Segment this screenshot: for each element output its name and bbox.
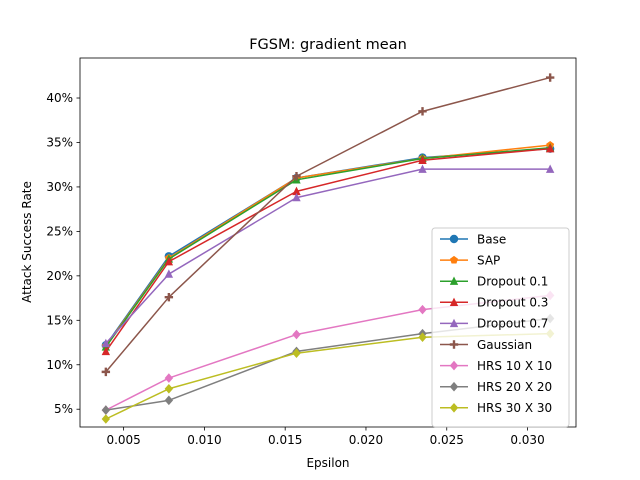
x-axis-title: Epsilon <box>306 456 349 470</box>
legend-label: HRS 30 X 30 <box>477 401 552 415</box>
y-axis-title: Attack Success Rate <box>20 181 34 303</box>
legend-entry: HRS 20 X 20 <box>440 380 552 394</box>
legend-swatch-marker <box>449 318 459 328</box>
legend-label: Base <box>477 232 506 246</box>
data-point <box>292 192 301 202</box>
axes-layer: 0.005 0.010 0.015 0.020 0.025 0.030 5% 10% 15% 20… <box>46 57 577 447</box>
data-point <box>545 164 555 173</box>
x-tick-label: 0.005 <box>106 433 140 447</box>
legend-swatch-marker <box>450 255 458 264</box>
data-point <box>164 256 174 266</box>
legend-label: HRS 20 X 20 <box>477 380 552 394</box>
legend-entry: HRS 30 X 30 <box>440 401 552 415</box>
legend: Base SAP Dropout 0.1 Dropout 0.3 Dropout 0.7… <box>431 227 570 428</box>
series-dropout-0-7 <box>101 164 555 348</box>
x-tick-label: 0.030 <box>510 433 544 447</box>
data-point <box>418 107 427 116</box>
y-tick-label: 10% <box>46 358 73 372</box>
legend-label: Dropout 0.7 <box>477 317 548 331</box>
data-point <box>545 143 555 153</box>
data-point <box>164 292 174 302</box>
y-tick-label: 15% <box>46 313 73 327</box>
x-tick-label: 0.020 <box>349 433 383 447</box>
legend-label: HRS 10 X 10 <box>477 359 552 373</box>
legend-swatch-marker <box>449 297 459 306</box>
data-point <box>164 373 174 383</box>
legend-label: Dropout 0.3 <box>477 296 548 310</box>
data-point <box>292 348 301 358</box>
legend-entry: Dropout 0.3 <box>440 296 548 310</box>
data-point <box>418 332 427 342</box>
legend-swatch-marker <box>449 403 459 413</box>
y-tick-label: 20% <box>46 269 73 283</box>
series-dropout-0-3 <box>101 143 555 356</box>
legend-entry: HRS 10 X 10 <box>440 359 552 373</box>
data-point <box>101 367 111 377</box>
data-point <box>101 338 111 348</box>
x-tick-label: 0.010 <box>187 433 221 447</box>
data-point <box>418 164 427 173</box>
x-tick-label: 0.025 <box>430 433 464 447</box>
legend-swatch-marker <box>449 276 459 285</box>
data-point <box>292 329 301 340</box>
y-tick-label: 30% <box>46 180 73 194</box>
legend-entry: SAP <box>440 253 500 267</box>
data-point <box>292 172 301 181</box>
legend-swatch-marker <box>449 234 459 244</box>
data-point <box>418 304 427 315</box>
data-point <box>292 186 301 196</box>
data-point <box>164 269 174 278</box>
legend-swatch-marker <box>449 381 459 392</box>
legend-entry: Base <box>440 232 506 246</box>
data-point <box>101 346 111 356</box>
legend-label: SAP <box>477 253 500 267</box>
legend-label: Gaussian <box>477 338 532 352</box>
legend-swatch-marker <box>449 340 459 349</box>
data-point <box>164 395 174 406</box>
legend-entry: Dropout 0.7 <box>440 317 548 331</box>
data-point <box>101 405 111 415</box>
x-tick-label: 0.015 <box>268 433 302 447</box>
data-point <box>545 73 555 82</box>
legend-entry: Gaussian <box>440 338 532 352</box>
plot-frame <box>79 57 577 428</box>
legend-swatch-marker <box>449 360 459 371</box>
data-point <box>164 383 174 394</box>
series-gaussian <box>101 73 555 377</box>
legend-box <box>431 227 570 428</box>
y-tick-label: 25% <box>46 224 73 238</box>
data-point <box>418 155 427 164</box>
legend-label: Dropout 0.1 <box>477 275 548 289</box>
y-tick-label: 40% <box>46 91 73 105</box>
y-tick-label: 5% <box>54 402 73 416</box>
legend-entry: Dropout 0.1 <box>440 275 548 289</box>
data-point <box>101 414 111 424</box>
chart-title: FGSM: gradient mean <box>249 37 407 53</box>
y-tick-label: 35% <box>46 135 73 149</box>
